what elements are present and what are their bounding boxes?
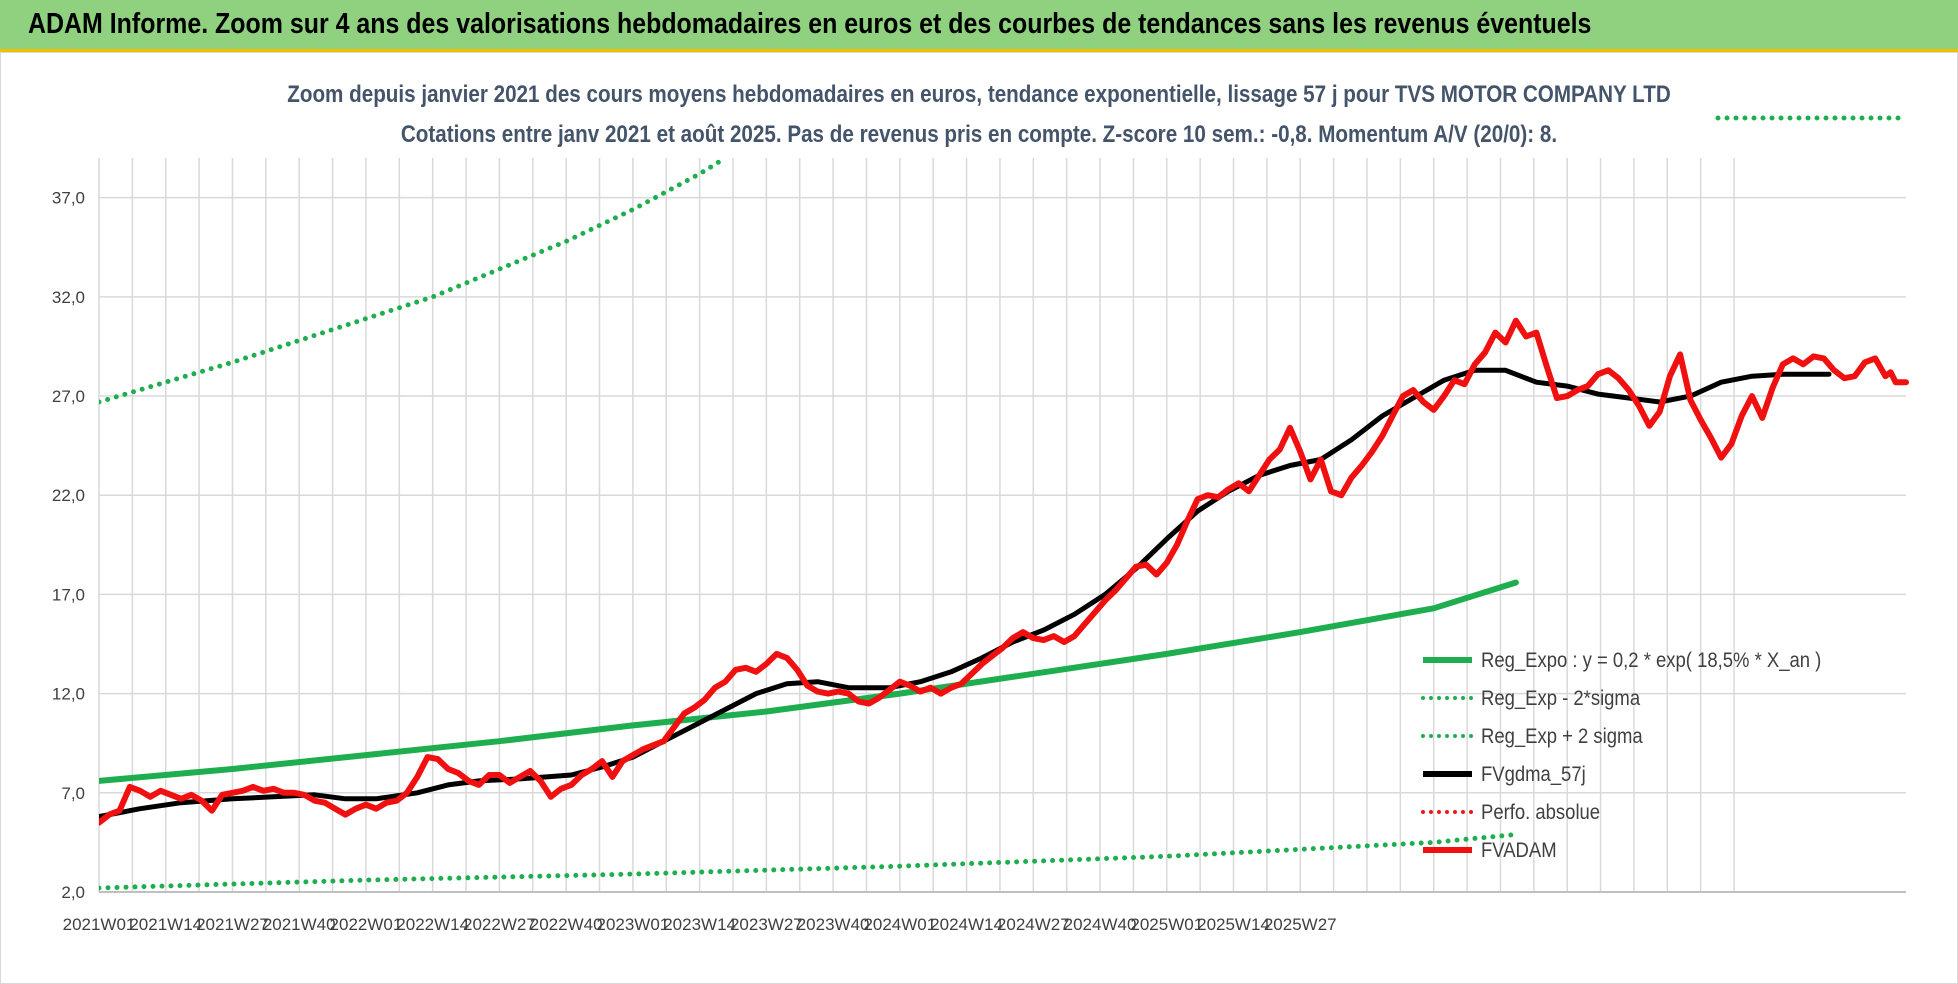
y-tick-label: 27,0 bbox=[52, 387, 85, 406]
x-tick-label: 2023W14 bbox=[663, 915, 736, 934]
report-banner: ADAM Informe. Zoom sur 4 ans des valoris… bbox=[0, 0, 1958, 52]
legend-label: Reg_Expo : y = 0,2 * exp( 18,5% * X_an ) bbox=[1481, 649, 1821, 672]
x-tick-label: 2023W40 bbox=[797, 915, 870, 934]
chart-title: Zoom depuis janvier 2021 des cours moyen… bbox=[287, 81, 1671, 108]
y-tick-label: 2,0 bbox=[61, 883, 85, 902]
x-tick-label: 2025W14 bbox=[1197, 915, 1270, 934]
y-tick-label: 12,0 bbox=[52, 685, 85, 704]
chart-grid bbox=[98, 158, 1906, 893]
x-tick-label: 2021W40 bbox=[263, 915, 336, 934]
y-tick-label: 7,0 bbox=[61, 784, 85, 803]
x-tick-label: 2024W01 bbox=[863, 915, 936, 934]
y-tick-label: 22,0 bbox=[52, 486, 85, 505]
x-tick-label: 2021W01 bbox=[63, 915, 136, 934]
legend-label: FVgdma_57j bbox=[1481, 763, 1586, 786]
legend-label: FVADAM bbox=[1481, 839, 1557, 862]
x-tick-label: 2023W01 bbox=[596, 915, 669, 934]
x-tick-label: 2022W40 bbox=[530, 915, 603, 934]
x-tick-label: 2022W01 bbox=[330, 915, 403, 934]
x-tick-label: 2025W27 bbox=[1264, 915, 1337, 934]
legend-label: Reg_Exp + 2 sigma bbox=[1481, 725, 1643, 748]
series-layer bbox=[99, 115, 1909, 891]
x-axis-ticks: 2021W012021W142021W272021W402022W012022W… bbox=[63, 915, 1337, 934]
y-tick-label: 17,0 bbox=[52, 585, 85, 604]
legend-label: Reg_Exp - 2*sigma bbox=[1481, 687, 1640, 710]
x-tick-label: 2024W40 bbox=[1064, 915, 1137, 934]
chart-legend: Reg_Expo : y = 0,2 * exp( 18,5% * X_an )… bbox=[1421, 649, 1821, 862]
y-tick-label: 37,0 bbox=[52, 189, 85, 208]
x-tick-label: 2022W14 bbox=[396, 915, 469, 934]
x-tick-label: 2023W27 bbox=[730, 915, 803, 934]
series-line-1 bbox=[99, 579, 1519, 784]
y-tick-label: 32,0 bbox=[52, 288, 85, 307]
x-tick-label: 2021W14 bbox=[129, 915, 202, 934]
x-tick-label: 2024W27 bbox=[997, 915, 1070, 934]
x-tick-label: 2025W01 bbox=[1130, 915, 1203, 934]
x-tick-label: 2024W14 bbox=[930, 915, 1003, 934]
x-tick-label: 2022W27 bbox=[463, 915, 536, 934]
series-line-4 bbox=[99, 367, 1832, 820]
chart-subtitle: Cotations entre janv 2021 et août 2025. … bbox=[401, 121, 1557, 148]
banner-title: ADAM Informe. Zoom sur 4 ans des valoris… bbox=[28, 8, 1592, 40]
series-line-3 bbox=[99, 155, 728, 405]
x-tick-label: 2021W27 bbox=[196, 915, 269, 934]
y-axis-ticks: 2,0 7,0 12,0 17,0 22,0 27,0 32,0 37,0 bbox=[52, 189, 85, 902]
series-line-6 bbox=[99, 317, 1909, 826]
legend-label: Perfo. absolue bbox=[1481, 801, 1600, 824]
series-line-2 bbox=[99, 832, 1519, 891]
